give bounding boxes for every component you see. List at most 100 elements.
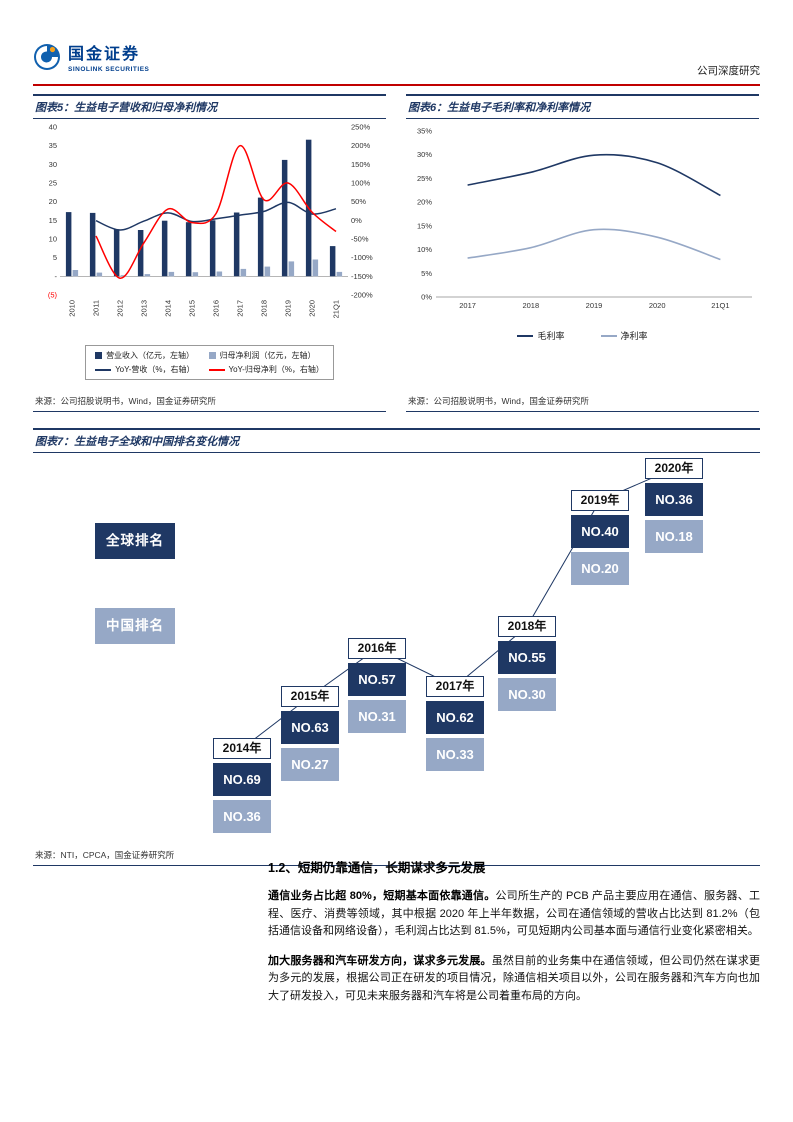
svg-text:-200%: -200% [351, 291, 373, 300]
section-heading: 1.2、短期仍靠通信，长期谋求多元发展 [268, 861, 486, 875]
svg-text:2017: 2017 [236, 300, 245, 317]
fig6-legend: 毛利率 净利率 [406, 329, 759, 342]
svg-text:-50%: -50% [351, 235, 369, 244]
figure7-title: 图表7：生益电子全球和中国排名变化情况 [33, 428, 760, 453]
fig5-axis-labels: 40 35 30 25 20 15 10 5 - (5) 250% 200% 150% 100% 50% 0%… [48, 123, 373, 300]
figure7-source: 来源：NTI，CPCA，国金证券研究所 [33, 845, 760, 866]
svg-text:-150%: -150% [351, 272, 373, 281]
svg-text:2015: 2015 [188, 300, 197, 317]
svg-text:0%: 0% [421, 293, 432, 302]
figure-5: 图表5：生益电子营收和归母净利情况 40 35 30 25 20 15 10 5- (5) 250… [33, 94, 386, 412]
legend-label: YoY-归母净利（%，右轴） [228, 365, 324, 374]
global-rank-value: NO.69 [213, 763, 271, 796]
fig5-legend: 营业收入（亿元，左轴） 归母净利润（亿元，左轴） YoY-营收（%，右轴） YoY-归… [85, 345, 334, 380]
brand-text: 国金证券 SINOLINK SECURITIES [68, 40, 149, 73]
rank-year-label: 2014年 [213, 738, 271, 759]
legend-item: 毛利率 [517, 329, 565, 342]
fig6-axis-labels: 35% 30% 25% 20% 15% 10% 5% 0% [417, 127, 432, 302]
legend-item: 净利率 [600, 329, 648, 342]
brand: 国金证券 SINOLINK SECURITIES [33, 40, 149, 73]
china-rank-value: NO.36 [213, 800, 271, 833]
fig5-yoy-lines [95, 144, 337, 279]
svg-text:2019: 2019 [586, 301, 603, 310]
svg-text:(5): (5) [48, 291, 58, 300]
fig6-lines [467, 153, 721, 261]
paragraph-communication: 通信业务占比超 80%，短期基本面依靠通信。公司所生产的 PCB 产品主要应用在… [268, 888, 760, 941]
legend-label: 净利率 [620, 331, 648, 341]
svg-text:2020: 2020 [308, 300, 317, 317]
section-1-2: 1.2、短期仍靠通信，长期谋求多元发展 通信业务占比超 80%，短期基本面依靠通… [268, 857, 760, 1018]
legend-swatch [95, 352, 103, 359]
china-rank-value: NO.27 [281, 748, 339, 781]
svg-text:2017: 2017 [459, 301, 476, 310]
paragraph-text: 公司所生产的 PCB 产品主要应用在通信、服务器、工程、医疗、消费等领域，其中根… [268, 890, 760, 938]
legend-item: YoY-归母净利（%，右轴） [208, 364, 324, 375]
svg-text:25%: 25% [417, 174, 432, 183]
paragraph-diversification: 加大服务器和汽车研发方向，谋求多元发展。虽然目前的业务集中在通信领域，但公司仍然… [268, 953, 760, 1006]
figure5-source: 来源：公司招股说明书，Wind，国金证券研究所 [33, 391, 386, 412]
figure-7: 图表7：生益电子全球和中国排名变化情况 2014年 NO.69 NO.36 2015年… [33, 428, 760, 866]
svg-text:5: 5 [53, 253, 57, 262]
svg-text:21Q1: 21Q1 [332, 300, 341, 318]
svg-text:35: 35 [49, 141, 57, 150]
svg-text:40: 40 [49, 123, 57, 132]
fig5-x-labels: 2010 2011 2012 2013 2014 2015 2016 2017 2018 2019… [68, 300, 341, 318]
global-rank-value: NO.62 [426, 701, 484, 734]
rank-year-label: 2017年 [426, 676, 484, 697]
svg-text:10%: 10% [417, 245, 432, 254]
svg-text:150%: 150% [351, 160, 371, 169]
svg-text:35%: 35% [417, 127, 432, 136]
china-rank-legend: 中国排名 [95, 608, 175, 644]
fig6-chart: 35% 30% 25% 20% 15% 10% 5% 0% 2017 2018 2019 2020 21… [417, 127, 752, 310]
china-rank-value: NO.33 [426, 738, 484, 771]
figure-6: 图表6：生益电子毛利率和净利率情况 35% 30% 25% 20% 15% 10% 5% 0%… [406, 94, 759, 412]
charts-row: 图表5：生益电子营收和归母净利情况 40 35 30 25 20 15 10 5- (5) 250… [33, 94, 760, 412]
svg-text:2010: 2010 [68, 300, 77, 317]
figure5-title: 图表5：生益电子营收和归母净利情况 [33, 94, 386, 119]
svg-text:2013: 2013 [140, 300, 149, 317]
page-header: 国金证券 SINOLINK SECURITIES 公司深度研究 [33, 40, 760, 84]
legend-line-marker [517, 334, 534, 337]
svg-text:30%: 30% [417, 150, 432, 159]
svg-text:2011: 2011 [92, 300, 101, 316]
legend-item: YoY-营收（%，右轴） [95, 364, 195, 375]
svg-text:2018: 2018 [522, 301, 539, 310]
rank-year-label: 2020年 [645, 458, 703, 479]
global-rank-value: NO.63 [281, 711, 339, 744]
header-divider [33, 84, 760, 86]
legend-item: 归母净利润（亿元，左轴） [208, 350, 324, 361]
brand-subtitle: SINOLINK SECURITIES [68, 66, 150, 73]
global-rank-legend: 全球排名 [95, 523, 175, 559]
svg-text:20: 20 [49, 197, 57, 206]
svg-text:2019: 2019 [284, 300, 293, 317]
fig6-x-labels: 2017 2018 2019 2020 21Q1 [459, 301, 729, 310]
svg-text:2020: 2020 [649, 301, 666, 310]
rank-year-label: 2018年 [498, 616, 556, 637]
svg-text:-: - [55, 272, 58, 281]
rank-year-label: 2016年 [348, 638, 406, 659]
report-type-label: 公司深度研究 [697, 65, 760, 77]
svg-text:0%: 0% [351, 216, 362, 225]
rank-year-label: 2019年 [571, 490, 629, 511]
svg-text:2012: 2012 [116, 300, 125, 317]
legend-label: 毛利率 [537, 331, 565, 341]
svg-text:-100%: -100% [351, 253, 373, 262]
legend-line-marker [95, 368, 112, 371]
legend-swatch [208, 352, 216, 359]
figure6-source: 来源：公司招股说明书，Wind，国金证券研究所 [406, 391, 759, 412]
brand-name: 国金证券 [68, 46, 141, 63]
svg-text:50%: 50% [351, 197, 366, 206]
svg-text:21Q1: 21Q1 [711, 301, 729, 310]
svg-text:100%: 100% [351, 179, 371, 188]
rank-year-label: 2015年 [281, 686, 339, 707]
legend-item: 营业收入（亿元，左轴） [95, 350, 194, 361]
svg-text:5%: 5% [421, 269, 432, 278]
svg-text:10: 10 [49, 235, 57, 244]
legend-label: 营业收入（亿元，左轴） [106, 351, 195, 360]
svg-text:30: 30 [49, 160, 57, 169]
svg-text:2014: 2014 [164, 300, 173, 317]
global-rank-value: NO.55 [498, 641, 556, 674]
legend-line-marker [208, 368, 225, 371]
svg-text:250%: 250% [351, 123, 371, 132]
